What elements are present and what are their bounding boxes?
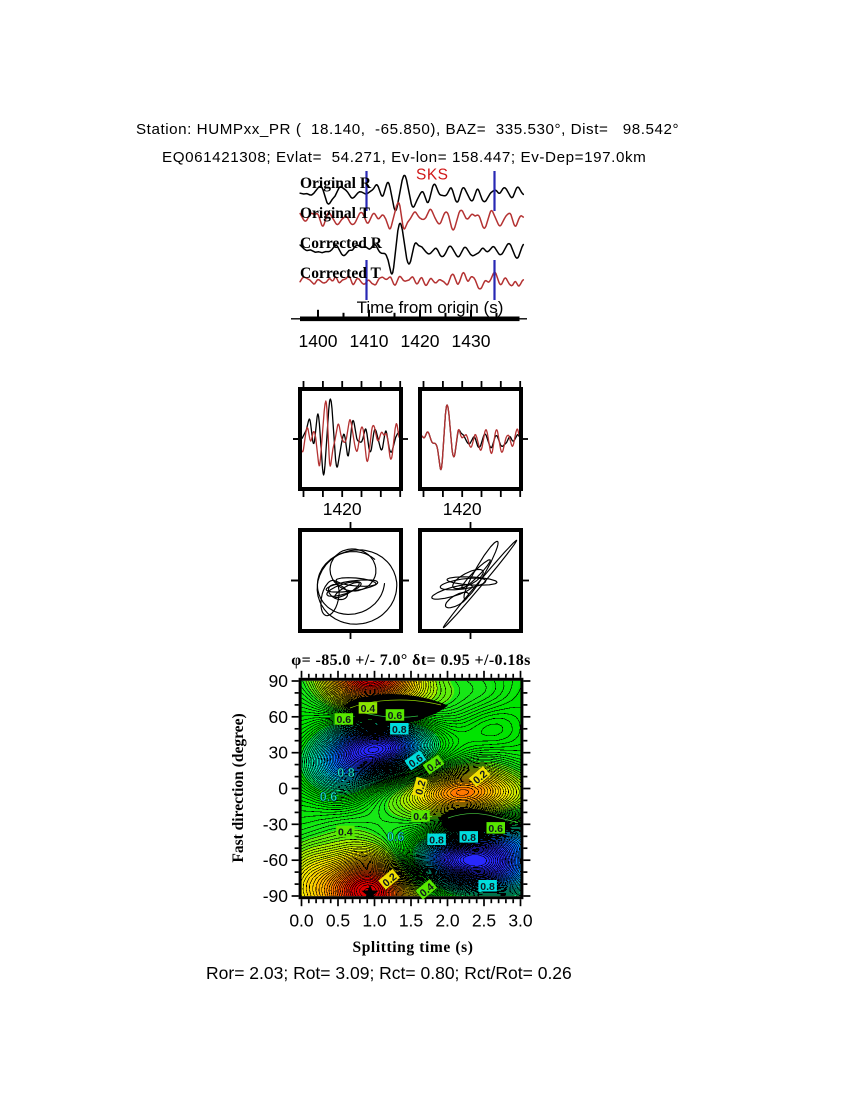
svg-text:Corrected R: Corrected R (300, 235, 383, 252)
svg-text:Original T: Original T (300, 205, 371, 222)
svg-text:φ= -85.0 +/- 7.0° δt= 0.95 +/-: φ= -85.0 +/- 7.0° δt= 0.95 +/-0.18s (291, 652, 531, 669)
svg-text:0.4: 0.4 (338, 827, 353, 839)
svg-text:0.6: 0.6 (336, 714, 351, 726)
svg-text:0.4: 0.4 (413, 811, 428, 823)
svg-text:0.8: 0.8 (429, 835, 444, 847)
svg-text:1420: 1420 (323, 499, 362, 519)
svg-text:0.2: 0.2 (413, 779, 428, 796)
svg-text:Ror= 2.03; Rot= 3.09; Rct= 0.8: Ror= 2.03; Rot= 3.09; Rct= 0.80; Rct/Rot… (206, 963, 572, 983)
svg-text:1.0: 1.0 (362, 911, 387, 931)
svg-text:Station: HUMPxx_PR ( 18.140,: Station: HUMPxx_PR ( 18.140, -65.850), B… (136, 121, 679, 138)
svg-text:2.0: 2.0 (435, 911, 460, 931)
svg-text:0.8: 0.8 (461, 832, 476, 844)
svg-text:0: 0 (278, 779, 288, 799)
svg-text:1430: 1430 (452, 331, 491, 351)
svg-text:0.0: 0.0 (289, 911, 314, 931)
svg-text:1420: 1420 (443, 499, 482, 519)
svg-text:1420: 1420 (401, 331, 440, 351)
svg-text:1.5: 1.5 (399, 911, 423, 931)
svg-text:SKS: SKS (416, 167, 449, 184)
svg-text:3.0: 3.0 (508, 911, 533, 931)
svg-text:Splitting time (s): Splitting time (s) (352, 939, 473, 956)
svg-text:EQ061421308; Evlat= 54.271, E: EQ061421308; Evlat= 54.271, Ev-lon= 158.… (162, 149, 646, 166)
svg-text:0.8: 0.8 (337, 766, 354, 780)
svg-text:0.8: 0.8 (392, 724, 407, 736)
svg-text:-60: -60 (263, 850, 289, 870)
svg-text:0.8: 0.8 (480, 881, 495, 893)
svg-text:0.5: 0.5 (326, 911, 350, 931)
svg-text:-90: -90 (263, 886, 289, 906)
svg-text:0.6: 0.6 (320, 790, 337, 804)
svg-text:2.5: 2.5 (472, 911, 496, 931)
svg-text:Original R: Original R (300, 175, 372, 192)
svg-text:Fast direction (degree): Fast direction (degree) (230, 713, 247, 862)
svg-text:60: 60 (269, 707, 289, 727)
svg-text:1400: 1400 (299, 331, 338, 351)
svg-text:0.6: 0.6 (388, 710, 403, 722)
svg-text:30: 30 (269, 743, 289, 763)
svg-text:Corrected T: Corrected T (300, 265, 381, 282)
svg-text:Time from origin (s): Time from origin (s) (357, 298, 504, 317)
svg-text:90: 90 (269, 671, 289, 691)
svg-text:0.6: 0.6 (387, 830, 404, 844)
svg-text:1410: 1410 (350, 331, 389, 351)
svg-text:0.6: 0.6 (488, 823, 503, 835)
svg-text:-30: -30 (263, 814, 289, 834)
svg-text:0.4: 0.4 (361, 703, 376, 715)
